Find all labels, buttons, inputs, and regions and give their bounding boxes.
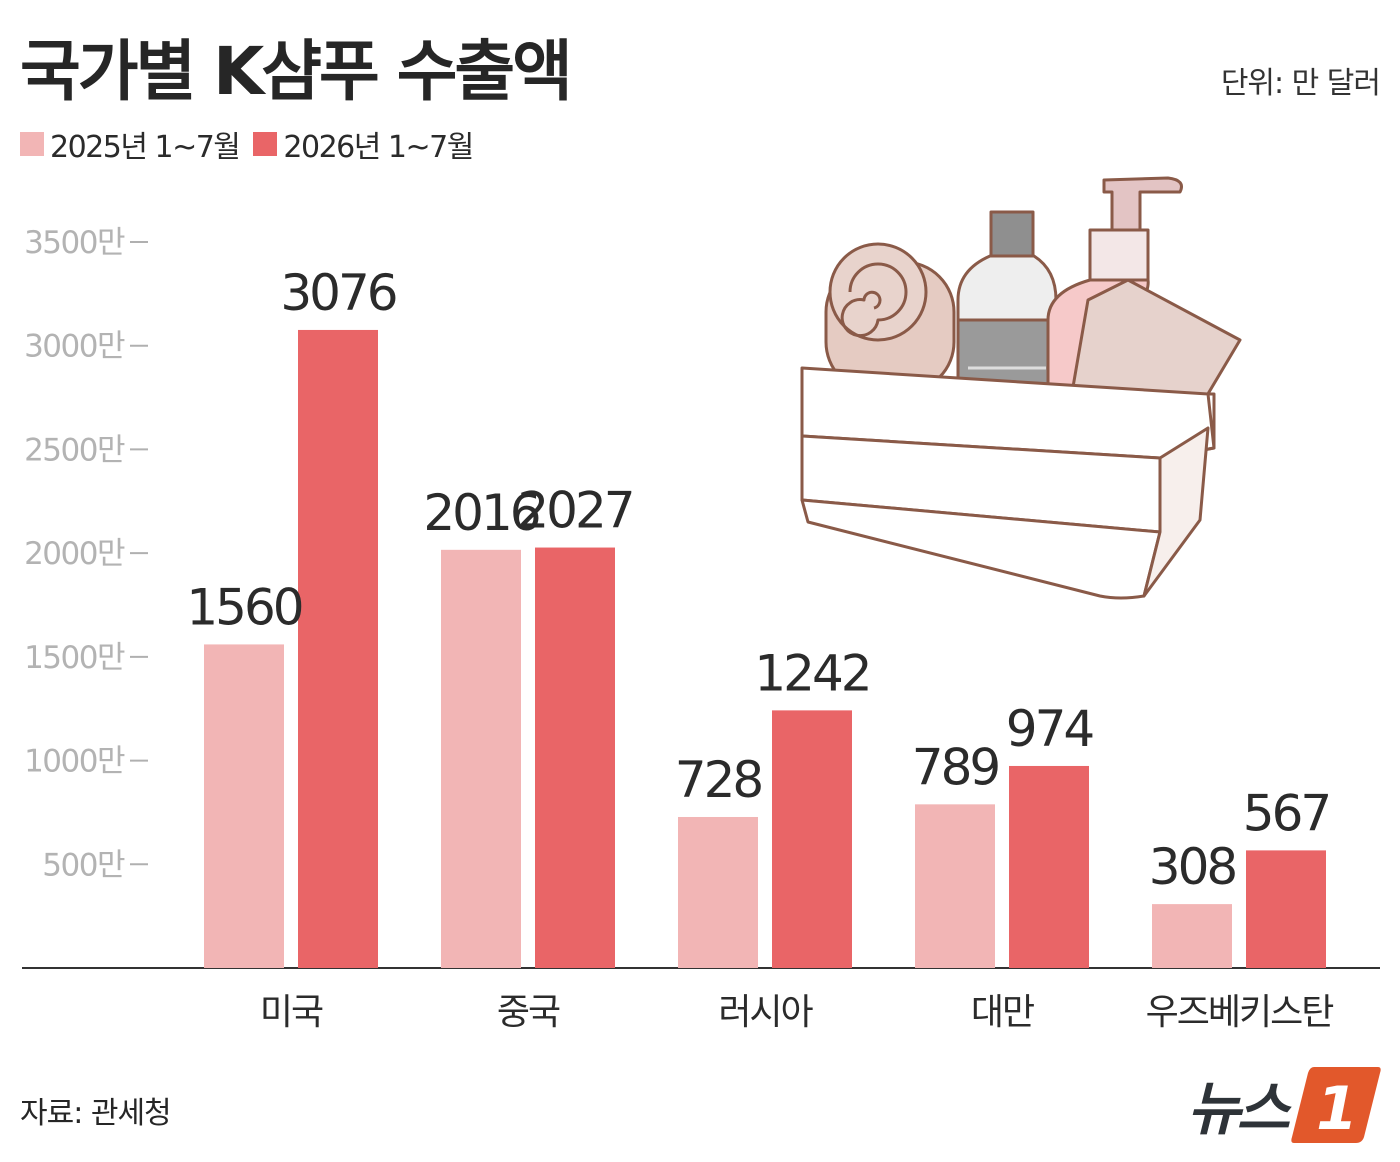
bar [535,547,615,968]
legend-swatch-2025 [20,132,44,156]
x-category-label: 대만 [971,992,1034,1033]
value-label: 2016 [423,484,538,542]
value-label: 2027 [517,482,632,540]
value-label: 974 [1006,700,1093,758]
x-category-label: 우즈베키스탄 [1146,992,1334,1033]
value-label: 1242 [754,644,869,702]
bar [298,329,378,968]
value-label: 567 [1243,784,1329,842]
legend: 2025년 1~7월 2026년 1~7월 [20,122,487,166]
bar [678,816,758,968]
y-tick-label: 2000만 [24,536,125,572]
unit-label: 단위: 만 달러 [1220,66,1381,101]
shampoo-basket-icon [800,176,1242,600]
bar [1152,904,1232,968]
bar [1009,765,1089,968]
y-tick-label: 1000만 [24,744,125,780]
bar [204,644,284,968]
x-category-label: 미국 [260,992,323,1033]
value-label: 3076 [280,264,395,322]
y-tick-label: 3000만 [24,329,125,365]
bar [772,710,852,968]
y-tick-label: 1500만 [24,640,125,676]
value-label: 789 [912,738,999,796]
value-label: 1560 [186,578,301,636]
bar [441,549,521,968]
x-category-label: 중국 [497,992,560,1033]
source-note: 자료: 관세청 [20,1096,172,1131]
logo-mark: 1 [1316,1074,1358,1144]
logo-text: 뉴스 [1187,1075,1290,1143]
chart-title: 국가별 K샴푸 수출액 [20,33,573,110]
logo-badge-icon: 1 [1291,1067,1381,1144]
legend-label-2026: 2026년 1~7월 [283,130,474,165]
value-label: 308 [1149,838,1236,896]
y-tick-label: 500만 [42,847,125,883]
x-category-label: 러시아 [718,992,813,1033]
legend-label-2025: 2025년 1~7월 [50,130,241,165]
value-label: 728 [675,751,762,809]
y-tick-label: 2500만 [24,432,125,468]
news1-logo: 뉴스 1 [1187,1062,1382,1146]
legend-swatch-2026 [253,132,278,156]
bar [915,804,995,968]
legend-item-2025: 2025년 1~7월 [20,122,241,166]
bar [1246,850,1326,968]
y-tick-label: 3500만 [24,225,125,261]
legend-item-2026: 2026년 1~7월 [253,122,474,166]
